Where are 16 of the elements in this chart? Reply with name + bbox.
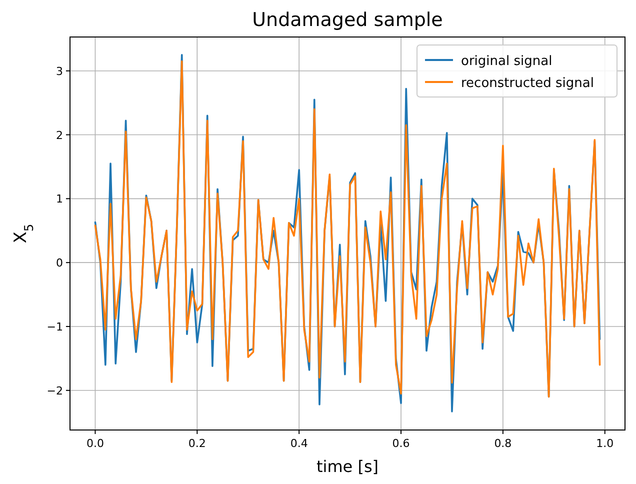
x-tick-label: 1.0 [596,437,614,450]
y-tick-label: 2 [56,128,63,142]
legend-label: original signal [461,54,552,69]
y-tick-label: 3 [56,64,63,78]
x-tick-label: 0.6 [392,437,410,450]
x-tick-label: 0.8 [494,437,512,450]
y-tick-label: −1 [46,320,63,334]
x-axis-title: time [s] [316,457,379,476]
y-tick-label: −2 [46,384,63,398]
x-tick-label: 0.2 [188,437,206,450]
chart-title: Undamaged sample [252,9,443,31]
y-tick-label: 1 [56,192,63,206]
legend-label: reconstructed signal [461,76,594,91]
x-tick-label: 0.0 [86,437,104,450]
y-tick-label: 0 [56,256,63,270]
x-tick-label: 0.4 [290,437,308,450]
